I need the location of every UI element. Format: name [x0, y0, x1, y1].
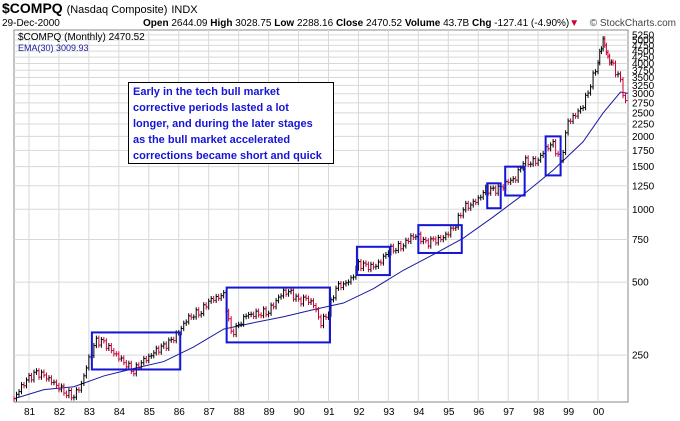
- chg-value: -127.41 (-4.90%): [494, 18, 570, 29]
- y-tick-label: 3500: [632, 73, 655, 84]
- y-tick-label: 4750: [632, 41, 655, 52]
- correction-box: [90, 331, 182, 371]
- correction-box: [355, 245, 391, 277]
- annotation-line: corrective periods lasted a lot: [133, 102, 289, 114]
- x-tick-label: 98: [533, 407, 545, 418]
- high-label: High: [210, 18, 233, 29]
- annotation-line: Early in the tech bull market: [133, 86, 280, 98]
- annotation-box: Early in the tech bull market corrective…: [128, 82, 334, 164]
- x-tick-label: 89: [264, 407, 276, 418]
- correction-box: [417, 224, 463, 254]
- correction-box: [486, 182, 502, 210]
- x-tick-label: 99: [563, 407, 575, 418]
- y-tick-label: 1750: [632, 146, 655, 157]
- x-tick-label: 85: [144, 407, 156, 418]
- open-value: 2644.09: [171, 18, 208, 29]
- open-label: Open: [143, 18, 169, 29]
- high-value: 3028.75: [235, 18, 272, 29]
- x-tick-label: 88: [234, 407, 246, 418]
- y-tick-label: 750: [632, 235, 649, 246]
- y-tick-label: 2000: [632, 132, 655, 143]
- close-label: Close: [335, 18, 364, 29]
- x-tick-label: 97: [503, 407, 515, 418]
- x-tick-label: 83: [84, 407, 96, 418]
- legend-ema: EMA(30) 3009.93: [18, 43, 89, 53]
- exchange: INDX: [171, 4, 198, 16]
- correction-box: [225, 286, 331, 344]
- chart-date: 29-Dec-2000: [2, 18, 60, 29]
- x-tick-label: 91: [323, 407, 335, 418]
- low-label: Low: [274, 18, 295, 29]
- correction-box: [504, 165, 526, 197]
- y-tick-label: 1250: [632, 181, 655, 192]
- y-tick-label: 4500: [632, 47, 655, 58]
- y-tick-label: 5000: [632, 36, 655, 47]
- chart-title: $COMPQ (Nasdaq Composite) INDX: [2, 0, 198, 16]
- volume-value: 43.7B: [443, 18, 470, 29]
- x-tick-label: 95: [443, 407, 455, 418]
- y-tick-label: 1500: [632, 162, 655, 173]
- annotation-line: corrections became short and quick: [133, 150, 322, 162]
- x-tick-label: 84: [114, 407, 126, 418]
- y-tick-label: 3000: [632, 89, 655, 100]
- y-tick-label: 3750: [632, 66, 655, 77]
- y-tick-label: 4250: [632, 53, 655, 64]
- y-tick-label: 1000: [632, 205, 655, 216]
- y-tick-label: 4000: [632, 59, 655, 70]
- index-name: (Nasdaq Composite): [66, 4, 168, 16]
- brand-logo: © StockCharts.com: [589, 18, 676, 29]
- volume-label: Volume: [404, 18, 441, 29]
- legend-series: $COMPQ (Monthly) 2470.52: [18, 32, 145, 43]
- x-tick-label: 00: [593, 407, 605, 418]
- annotation-line: longer, and during the later stages: [133, 118, 313, 130]
- low-value: 2288.16: [297, 18, 334, 29]
- y-tick-label: 3250: [632, 81, 655, 92]
- x-tick-label: 82: [54, 407, 66, 418]
- x-tick-label: 94: [413, 407, 425, 418]
- y-tick-label: 2250: [632, 119, 655, 130]
- annotation-line: as the bull market accelerated: [133, 134, 291, 146]
- x-tick-label: 96: [473, 407, 485, 418]
- chg-label: Chg: [471, 18, 492, 29]
- ohlc-readout: Open 2644.09 High 3028.75 Low 2288.16 Cl…: [143, 18, 580, 29]
- x-tick-label: 86: [174, 407, 186, 418]
- y-tick-label: 2500: [632, 108, 655, 119]
- x-tick-label: 90: [294, 407, 306, 418]
- y-tick-label: 5250: [632, 30, 655, 41]
- y-tick-label: 500: [632, 278, 649, 289]
- y-tick-label: 2750: [632, 98, 655, 109]
- x-tick-label: 93: [383, 407, 395, 418]
- x-tick-label: 92: [353, 407, 365, 418]
- x-tick-label: 87: [204, 407, 216, 418]
- y-tick-label: 250: [632, 351, 649, 362]
- correction-box: [544, 135, 562, 177]
- close-value: 2470.52: [365, 18, 403, 29]
- x-tick-label: 81: [24, 407, 36, 418]
